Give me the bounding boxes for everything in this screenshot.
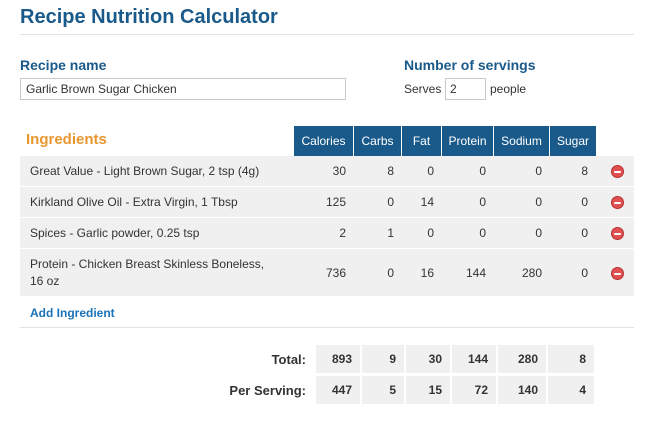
carbs-cell: 8: [387, 164, 394, 178]
table-row: Protein - Chicken Breast Skinless Bonele…: [20, 249, 634, 297]
ingredient-name: Spices - Garlic powder, 0.25 tsp: [30, 226, 200, 240]
title-divider: [20, 34, 634, 35]
sodium-cell: 0: [535, 226, 542, 240]
column-header-fat: Fat: [402, 126, 442, 156]
calories-cell: 2: [339, 226, 346, 240]
protein-cell: 0: [479, 195, 486, 209]
sugar-cell: 0: [581, 266, 588, 280]
column-header-calories: Calories: [294, 126, 354, 156]
per-serving-fat: 15: [406, 376, 452, 404]
remove-ingredient-icon[interactable]: [611, 267, 624, 280]
protein-cell: 0: [479, 164, 486, 178]
sugar-cell: 0: [581, 195, 588, 209]
sugar-cell: 0: [581, 226, 588, 240]
fat-cell: 0: [427, 226, 434, 240]
fat-cell: 16: [420, 266, 434, 280]
table-row: Spices - Garlic powder, 0.25 tsp 2 1 0 0…: [20, 218, 634, 249]
carbs-cell: 1: [387, 226, 394, 240]
calories-cell: 736: [325, 266, 346, 280]
column-header-carbs: Carbs: [354, 126, 402, 156]
per-serving-carbs: 5: [362, 376, 406, 404]
fat-cell: 14: [420, 195, 434, 209]
page-title: Recipe Nutrition Calculator: [20, 6, 278, 28]
sodium-cell: 280: [521, 266, 542, 280]
per-serving-sugar: 4: [548, 376, 594, 404]
column-header-sodium: Sodium: [494, 126, 550, 156]
protein-cell: 144: [465, 266, 486, 280]
remove-ingredient-icon[interactable]: [611, 196, 624, 209]
add-ingredient-divider: [20, 327, 634, 328]
calories-cell: 30: [332, 164, 346, 178]
ingredient-name: Kirkland Olive Oil - Extra Virgin, 1 Tbs…: [30, 195, 238, 209]
carbs-cell: 0: [387, 266, 394, 280]
table-row: Great Value - Light Brown Sugar, 2 tsp (…: [20, 156, 634, 187]
recipe-name-label: Recipe name: [20, 57, 107, 73]
serves-prefix: Serves: [404, 82, 442, 96]
add-ingredient-link[interactable]: Add Ingredient: [30, 306, 115, 320]
per-serving-sodium: 140: [498, 376, 548, 404]
sodium-cell: 0: [535, 195, 542, 209]
per-serving-protein: 72: [452, 376, 498, 404]
total-label: Total:: [271, 352, 306, 367]
column-header-protein: Protein: [442, 126, 494, 156]
total-fat: 30: [406, 345, 452, 373]
protein-cell: 0: [479, 226, 486, 240]
total-calories: 893: [316, 345, 362, 373]
calories-cell: 125: [325, 195, 346, 209]
remove-ingredient-icon[interactable]: [611, 165, 624, 178]
servings-input[interactable]: [445, 78, 486, 100]
total-protein: 144: [452, 345, 498, 373]
servings-label: Number of servings: [404, 57, 536, 73]
total-carbs: 9: [362, 345, 406, 373]
recipe-name-input[interactable]: [20, 78, 346, 100]
per-serving-calories: 447: [316, 376, 362, 404]
per-serving-label: Per Serving:: [229, 383, 306, 398]
total-sodium: 280: [498, 345, 548, 373]
ingredients-header: Ingredients: [26, 131, 107, 148]
people-suffix: people: [490, 82, 527, 96]
total-sugar: 8: [548, 345, 594, 373]
carbs-cell: 0: [387, 195, 394, 209]
column-header-sugar: Sugar: [550, 126, 596, 156]
table-row: Kirkland Olive Oil - Extra Virgin, 1 Tbs…: [20, 187, 634, 218]
sodium-cell: 0: [535, 164, 542, 178]
sugar-cell: 8: [581, 164, 588, 178]
ingredient-name: Great Value - Light Brown Sugar, 2 tsp (…: [30, 164, 260, 178]
ingredient-name: Protein - Chicken Breast Skinless Bonele…: [30, 257, 265, 288]
remove-ingredient-icon[interactable]: [611, 227, 624, 240]
fat-cell: 0: [427, 164, 434, 178]
